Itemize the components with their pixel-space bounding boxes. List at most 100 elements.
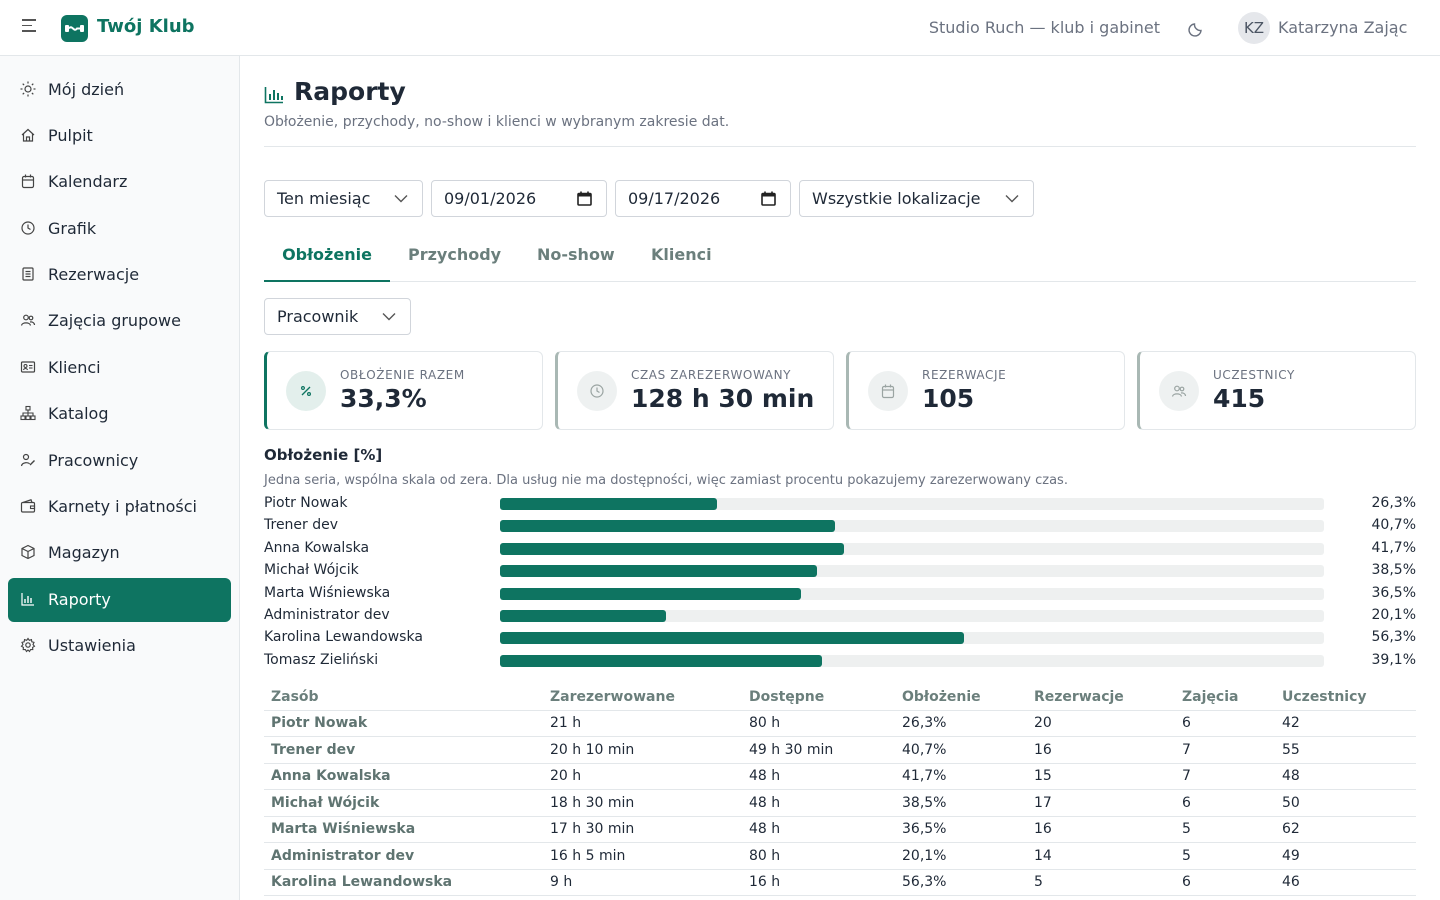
staff-icon (20, 453, 35, 467)
kpi-value: 33,3% (340, 384, 427, 413)
table-cell: 16 (1027, 736, 1175, 764)
bar (500, 565, 818, 578)
resource-name-cell: Marta Wiśniewska (264, 816, 543, 843)
sidebar-item-label: Ustawienia (48, 636, 136, 655)
brand-name[interactable]: Twój Klub (97, 16, 195, 37)
bar-row: Anna Kowalska 41,7% (264, 540, 1416, 560)
bar (500, 632, 964, 645)
table-cell: 49 h 30 min (742, 736, 895, 764)
table-row[interactable]: Karolina Lewandowska 9 h 16 h 56,3% 5 6 46 (264, 869, 1416, 896)
sidebar-item-grafik[interactable]: Grafik (8, 207, 231, 251)
sidebar-item-magazyn[interactable]: Magazyn (8, 531, 231, 575)
sidebar-item-kalendarz[interactable]: Kalendarz (8, 160, 231, 204)
table-cell: 48 h (742, 763, 895, 790)
bar (500, 610, 666, 622)
bar-label: Trener dev (264, 517, 339, 534)
bar-label: Michał Wójcik (264, 562, 359, 579)
table-cell: 7 (1175, 736, 1275, 764)
clock-icon (577, 371, 617, 411)
table-row[interactable]: Marta Wiśniewska 17 h 30 min 48 h 36,5% 16 5 6… (264, 816, 1416, 843)
tab-oblozenie[interactable]: Obłożenie (264, 230, 390, 282)
tab-przychody[interactable]: Przychody (408, 245, 502, 264)
column-header[interactable]: Obłożenie (895, 684, 1027, 711)
studio-name[interactable]: Studio Ruch — klub i gabinet (928, 18, 1160, 37)
tab-klienci[interactable]: Klienci (651, 245, 712, 264)
users-icon (20, 314, 36, 326)
divider (264, 146, 1416, 147)
moon-icon[interactable] (1186, 17, 1208, 39)
sidebar-item-raporty[interactable]: Raporty (8, 578, 231, 622)
sidebar-item-pracownicy[interactable]: Pracownicy (8, 439, 231, 483)
table-row[interactable]: Anna Kowalska 20 h 48 h 41,7% 15 7 48 (264, 763, 1416, 790)
page-title: Raporty (294, 77, 406, 106)
date-to-value: 09/17/2026 (628, 189, 721, 208)
table-row[interactable]: Trener dev 20 h 10 min 49 h 30 min 40,7% 16 7… (264, 736, 1416, 764)
resource-name-cell: Karolina Lewandowska (264, 869, 543, 896)
bar-value-label: 20,1% (1371, 607, 1416, 623)
kpi-label: UCZESTNICY (1213, 368, 1295, 382)
sidebar-item-label: Magazyn (48, 543, 120, 562)
chevron-down-icon (382, 313, 396, 321)
list-icon (22, 267, 34, 281)
column-header[interactable]: Uczestnicy (1275, 684, 1416, 711)
users-icon (1159, 371, 1199, 411)
clock-icon (21, 221, 35, 235)
bar-track (500, 542, 1324, 555)
location-select-value: Wszystkie lokalizacje (812, 189, 981, 208)
table-cell: 36,5% (895, 816, 1027, 843)
column-header[interactable]: Zasób (264, 684, 543, 711)
calendar-icon[interactable] (577, 191, 592, 206)
resource-name-cell: Piotr Nowak (264, 710, 543, 737)
bar-row: Tomasz Zieliński 39,1% (264, 652, 1416, 672)
resource-name-cell: Trener dev (264, 736, 543, 764)
sidebar-item-label: Pracownicy (48, 451, 139, 470)
bar-value-label: 56,3% (1371, 629, 1416, 646)
calendar-icon[interactable] (761, 191, 776, 206)
sidebar-item-karnety[interactable]: Karnety i płatności (8, 485, 231, 529)
column-header[interactable]: Zajęcia (1175, 684, 1275, 711)
table-cell: 42 (1275, 710, 1416, 737)
column-header[interactable]: Dostępne (742, 684, 895, 711)
column-header[interactable]: Zarezerwowane (543, 684, 742, 711)
sidebar-item-klienci[interactable]: Klienci (8, 346, 231, 390)
period-select[interactable]: Ten miesiąc (264, 180, 423, 217)
sidebar-item-katalog[interactable]: Katalog (8, 392, 231, 436)
location-select[interactable]: Wszystkie lokalizacje (799, 180, 1034, 217)
sidebar-item-moj-dzien[interactable]: Mój dzień (8, 68, 231, 112)
sidebar-item-zajecia-grupowe[interactable]: Zajęcia grupowe (8, 299, 231, 343)
table-cell: 80 h (742, 710, 895, 737)
resource-name-cell: Administrator dev (264, 842, 543, 870)
date-from-input[interactable]: 09/01/2026 (431, 180, 607, 217)
user-name[interactable]: Katarzyna Zając (1278, 18, 1408, 37)
kpi-value: 415 (1213, 384, 1266, 413)
bar-value-label: 39,1% (1371, 651, 1416, 668)
bar (500, 520, 836, 533)
table-row[interactable]: Piotr Nowak 21 h 80 h 26,3% 20 6 42 (264, 710, 1416, 737)
bar-track (500, 565, 1324, 578)
column-header[interactable]: Rezerwacje (1027, 684, 1175, 711)
bar-value-label: 41,7% (1371, 539, 1416, 556)
page-subtitle: Obłożenie, przychody, no-show i klienci … (264, 114, 730, 130)
menu-icon[interactable] (22, 19, 42, 37)
home-icon (21, 128, 35, 142)
sidebar-item-rezerwacje[interactable]: Rezerwacje (8, 253, 231, 297)
box-icon (21, 544, 35, 560)
logo-icon[interactable] (61, 15, 88, 42)
sidebar-item-pulpit[interactable]: Pulpit (8, 114, 231, 158)
table-cell: 46 (1275, 869, 1416, 896)
table-row[interactable]: Michał Wójcik 18 h 30 min 48 h 38,5% 17 6 50 (264, 789, 1416, 817)
avatar[interactable]: KZ (1238, 12, 1270, 44)
bar-row: Karolina Lewandowska 56,3% (264, 629, 1416, 649)
gear-icon (20, 637, 36, 653)
date-from-value: 09/01/2026 (444, 189, 537, 208)
group-by-select[interactable]: Pracownik (264, 298, 411, 335)
date-to-input[interactable]: 09/17/2026 (615, 180, 791, 217)
sidebar-item-ustawienia[interactable]: Ustawienia (8, 624, 231, 668)
tab-no-show[interactable]: No-show (537, 245, 615, 264)
top-bar: Twój Klub Studio Ruch — klub i gabinet K… (0, 0, 1440, 56)
table-row[interactable]: Administrator dev 16 h 5 min 80 h 20,1% 14 5 4… (264, 842, 1416, 870)
table-cell: 49 (1275, 842, 1416, 870)
resource-name-cell: Michał Wójcik (264, 789, 543, 817)
table-cell: 21 h (543, 710, 742, 737)
table-cell: 6 (1175, 789, 1275, 817)
